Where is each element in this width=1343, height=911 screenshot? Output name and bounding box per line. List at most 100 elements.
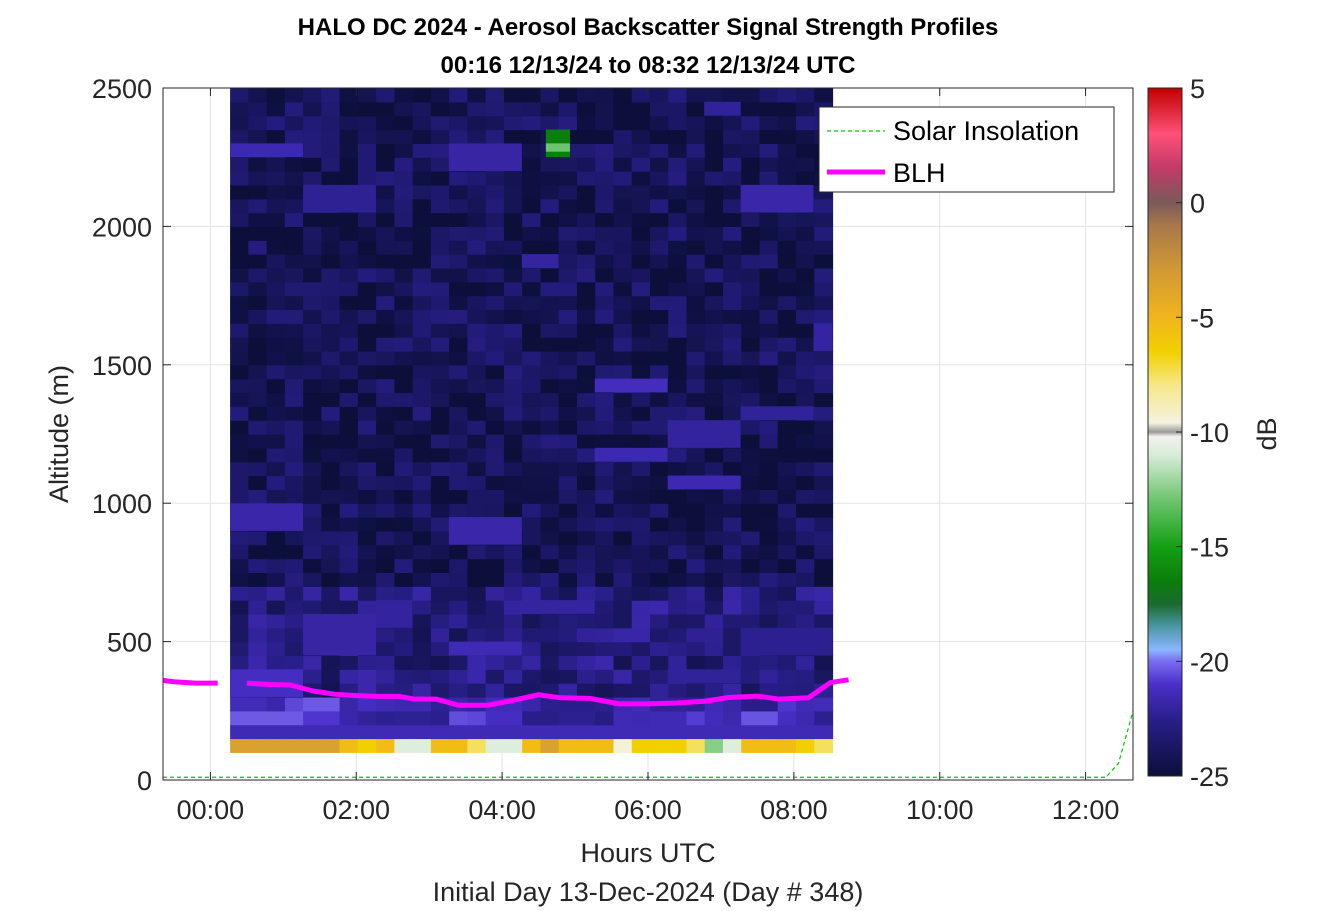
heatmap-cell	[704, 683, 724, 698]
heatmap-cell	[230, 115, 249, 131]
heatmap-cell	[284, 420, 304, 435]
heatmap-cell	[412, 447, 432, 463]
heatmap-cell	[412, 350, 432, 366]
legend: Solar Insolation BLH	[818, 106, 1115, 193]
heatmap-cell	[759, 655, 779, 670]
heatmap-cell	[686, 572, 706, 587]
heatmap-cell	[376, 129, 395, 144]
heatmap-cell	[266, 254, 286, 269]
heatmap-cell	[540, 447, 560, 463]
heatmap-cell	[686, 309, 706, 324]
heatmap-cell	[576, 710, 596, 726]
heatmap-cell	[759, 309, 779, 324]
heatmap-cell	[230, 281, 249, 297]
heatmap-cell	[777, 517, 797, 532]
heatmap-cell	[430, 323, 450, 338]
heatmap-cell	[649, 683, 669, 698]
heatmap-cell	[412, 184, 432, 200]
heatmap-cell	[613, 586, 633, 601]
heatmap-cell	[558, 696, 578, 712]
heatmap-cell	[595, 475, 615, 490]
heatmap-cell	[321, 420, 341, 435]
heatmap-cell	[230, 323, 249, 338]
heatmap-cell	[796, 738, 815, 753]
heatmap-cell	[248, 627, 268, 643]
heatmap-cell	[485, 461, 505, 477]
heatmap-cell	[759, 586, 779, 601]
heatmap-cell	[595, 627, 615, 643]
heatmap-cell	[631, 544, 651, 560]
heatmap-cell	[686, 641, 706, 657]
heatmap-cell	[759, 115, 779, 131]
heatmap-cell	[558, 309, 578, 324]
heatmap-cell	[631, 226, 651, 241]
heatmap-cell	[376, 447, 395, 463]
heatmap-cell	[357, 88, 377, 103]
heatmap-cell	[777, 267, 797, 283]
heatmap-cell	[595, 364, 615, 380]
heatmap-cell	[741, 738, 761, 753]
heatmap-cell	[576, 226, 596, 241]
heatmap-cell	[686, 267, 706, 283]
heatmap-cell	[230, 613, 249, 629]
heatmap-cell	[686, 447, 706, 463]
heatmap-cell	[814, 295, 834, 311]
heatmap-cell	[722, 254, 742, 269]
heatmap-cell	[266, 101, 286, 117]
heatmap-cell	[339, 364, 359, 380]
heatmap-cell	[485, 88, 505, 103]
x-tick-label: 12:00	[1052, 795, 1120, 825]
heatmap-cell	[467, 406, 487, 421]
heatmap-cell	[339, 420, 359, 435]
heatmap-cell	[467, 378, 487, 394]
heatmap-cell	[613, 600, 633, 615]
heatmap-cell	[796, 101, 815, 117]
heatmap-cell	[576, 212, 596, 227]
heatmap-cell	[796, 129, 815, 144]
heatmap-cell	[759, 212, 779, 227]
heatmap-cell	[686, 530, 706, 546]
heatmap-cell	[759, 350, 779, 366]
heatmap-cell	[649, 101, 669, 117]
heatmap-cell	[467, 323, 487, 338]
heatmap-cell	[649, 475, 669, 490]
heatmap-cell	[558, 184, 578, 200]
heatmap-cell	[467, 240, 487, 255]
heatmap-cell	[522, 281, 542, 297]
heatmap-cell	[357, 392, 377, 407]
heatmap-cell	[467, 101, 487, 117]
heatmap-cell	[558, 724, 578, 740]
heatmap-cell	[284, 586, 304, 601]
heatmap-cell	[303, 309, 322, 324]
heatmap-cell	[321, 434, 341, 449]
heatmap-cell	[613, 281, 633, 297]
heatmap-cell	[376, 171, 395, 186]
heatmap-cell	[722, 641, 742, 657]
heatmap-cell	[266, 337, 286, 352]
heatmap-cell	[540, 392, 560, 407]
heatmap-cell	[449, 323, 469, 338]
heatmap-cell	[722, 517, 742, 532]
heatmap-cell	[230, 337, 249, 352]
heatmap-cell	[266, 420, 286, 435]
colorbar-tick-label: -25	[1190, 762, 1229, 792]
heatmap-cell	[248, 655, 268, 670]
heatmap-cell	[558, 503, 578, 518]
heatmap-cell	[522, 503, 542, 518]
heatmap-cell	[814, 254, 834, 269]
heatmap-cell	[777, 503, 797, 518]
heatmap-cell	[522, 489, 542, 504]
heatmap-cell	[558, 738, 578, 753]
heatmap-cell	[777, 655, 797, 670]
heatmap-cell	[777, 350, 797, 366]
heatmap-cell	[485, 544, 505, 560]
heatmap-cell	[704, 544, 724, 560]
y-tick-label: 500	[107, 628, 152, 658]
heatmap-cell	[796, 267, 815, 283]
heatmap-cell	[376, 641, 395, 657]
heatmap-cell	[284, 254, 304, 269]
heatmap-cell	[339, 503, 359, 518]
heatmap-cell	[576, 655, 596, 670]
heatmap-cell	[522, 226, 542, 241]
heatmap-cell	[814, 710, 834, 726]
